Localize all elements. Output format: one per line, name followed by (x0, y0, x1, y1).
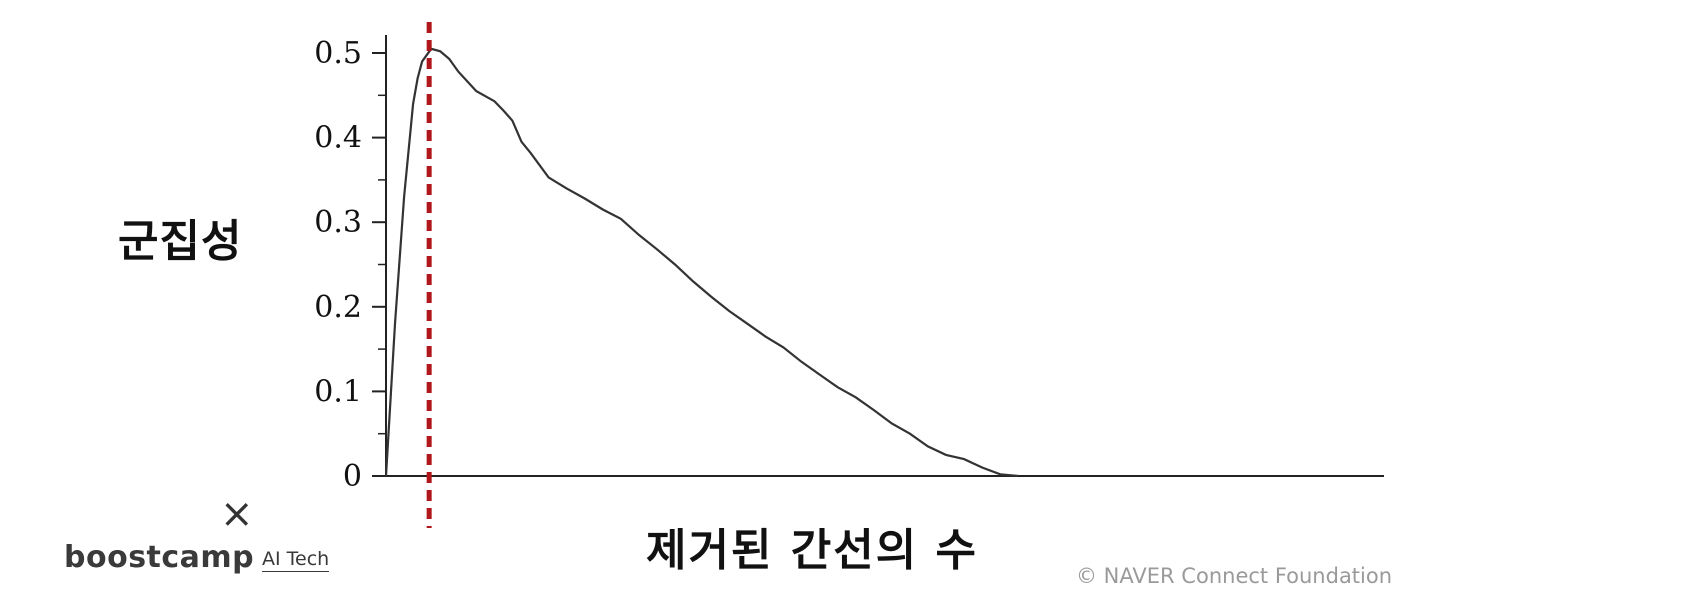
y-axis-label: 군집성 (118, 216, 243, 267)
y-tick-label: 0.2 (314, 290, 362, 325)
logo-subtitle: AI Tech (262, 548, 330, 572)
boostcamp-logo: × boostcamp AI Tech (64, 494, 364, 580)
y-tick-label: 0.1 (314, 374, 362, 409)
y-ticks: 0 0.1 0.2 0.3 0.4 0.5 (314, 36, 386, 494)
copyright-text: © NAVER Connect Foundation (1076, 564, 1393, 588)
y-tick-label: 0.4 (314, 121, 362, 156)
logo-wordmark: boostcamp (64, 540, 255, 575)
y-tick-label: 0 (343, 459, 362, 494)
clustering-series-line (384, 47, 1019, 478)
y-tick-label: 0.3 (314, 205, 362, 240)
logo-cross-icon: × (220, 491, 254, 537)
y-tick-label: 0.5 (314, 36, 362, 71)
x-axis-label: 제거된 간선의 수 (646, 525, 978, 576)
